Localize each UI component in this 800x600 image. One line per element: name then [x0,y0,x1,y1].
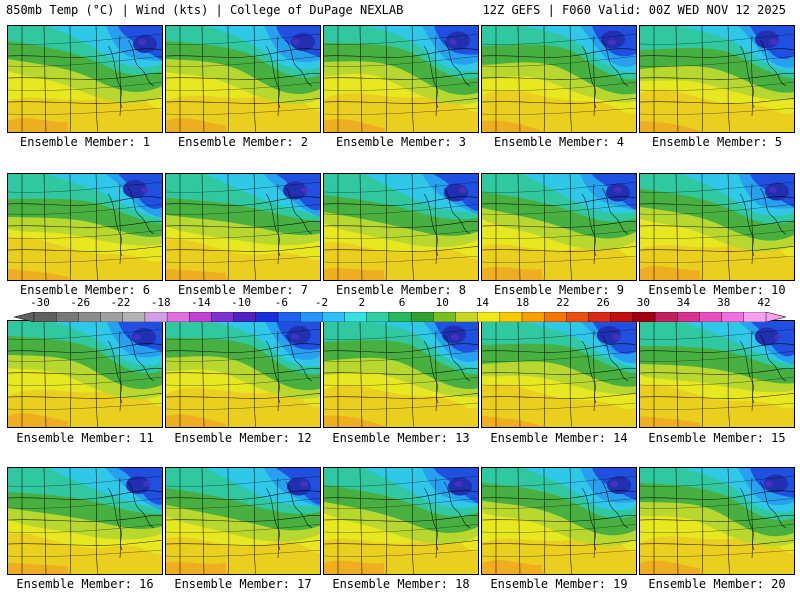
ensemble-map-panel [7,320,163,428]
legend-tick-label: 2 [358,296,366,309]
ensemble-member-label: Ensemble Member: 10 [648,283,786,297]
legend-color-swatch [632,312,656,322]
ensemble-member-label: Ensemble Member: 11 [16,431,154,445]
legend-color-swatch [78,312,102,322]
legend-color-swatch [100,312,124,322]
ensemble-member-label: Ensemble Member: 13 [332,431,470,445]
ensemble-member-label: Ensemble Member: 17 [174,577,312,591]
ensemble-map-panel [165,25,321,133]
ensemble-map-panel [481,320,637,428]
ensemble-map-panel [639,173,795,281]
legend-tick-label: -2 [314,296,329,309]
temperature-legend: -30 -26 -22 -18 -14 -10 -6 -2 2 6 10 14 18 22 26 30 34 38… [0,296,800,322]
ensemble-map-panel [165,173,321,281]
legend-tick-label: -10 [231,296,252,309]
ensemble-map-panel [323,320,479,428]
ensemble-map-panel [323,467,479,575]
legend-tick-label: 6 [398,296,406,309]
ensemble-map-panel [165,467,321,575]
legend-color-swatch [477,312,501,322]
ensemble-member-label: Ensemble Member: 4 [493,135,625,149]
legend-tick-label: -22 [110,296,131,309]
ensemble-member-label: Ensemble Member: 12 [174,431,312,445]
ensemble-map-panel [323,25,479,133]
legend-tick-label: -6 [274,296,288,309]
legend-tick-label: -30 [30,296,50,309]
ensemble-map-panel [7,25,163,133]
ensemble-member-label: Ensemble Member: 19 [490,577,628,591]
legend-color-bar [14,312,786,322]
legend-color-swatch [299,312,324,322]
ensemble-member-label: Ensemble Member: 1 [19,135,151,149]
legend-color-swatch [677,312,701,322]
ensemble-map-panel [639,320,795,428]
legend-color-swatch [588,312,612,322]
legend-color-swatch [33,312,57,322]
legend-color-swatch [122,312,146,322]
header-left: 850mb Temp (°C) | Wind (kts) | College o… [6,3,404,17]
ensemble-map-panel [481,173,637,281]
legend-color-swatch [566,312,590,322]
legend-color-swatch [721,312,745,322]
legend-color-swatch [433,312,457,322]
legend-tick-label: 10 [435,296,449,309]
legend-tick-label: 14 [475,296,490,309]
legend-color-swatch [743,312,767,322]
ensemble-member-label: Ensemble Member: 2 [177,135,309,149]
legend-tick-label: -18 [150,296,171,309]
legend-tick-label: -26 [70,296,91,309]
legend-right-arrow [765,312,786,322]
ensemble-member-label: Ensemble Member: 16 [16,577,154,591]
ensemble-member-label: Ensemble Member: 15 [648,431,786,445]
ensemble-member-label: Ensemble Member: 9 [493,283,625,297]
legend-color-swatch [189,312,213,322]
legend-color-swatch [654,312,678,322]
legend-color-swatch [410,312,434,322]
ensemble-member-label: Ensemble Member: 3 [335,135,467,149]
legend-tick-label: 30 [636,296,650,309]
legend-color-swatch [255,312,279,322]
ensemble-member-label: Ensemble Member: 5 [651,135,783,149]
legend-color-swatch [55,312,80,322]
legend-tick-label: -14 [190,296,211,309]
ensemble-member-label: Ensemble Member: 18 [332,577,470,591]
legend-color-swatch [166,312,190,322]
legend-color-swatch [543,312,568,322]
ensemble-map-panel [7,173,163,281]
legend-color-swatch [144,312,168,322]
legend-left-arrow [14,312,35,322]
legend-color-swatch [322,312,346,322]
ensemble-map-panel [481,25,637,133]
legend-color-swatch [610,312,634,322]
legend-tick-label: 42 [757,296,771,309]
legend-tick-label: 38 [717,296,731,309]
ensemble-member-label: Ensemble Member: 7 [177,283,309,297]
ensemble-member-label: Ensemble Member: 14 [490,431,628,445]
ensemble-map-panel [165,320,321,428]
ensemble-map-panel [639,25,795,133]
ensemble-member-label: Ensemble Member: 20 [648,577,786,591]
legend-color-swatch [211,312,235,322]
legend-tick-label: 22 [556,296,570,309]
legend-tick-label: 34 [676,296,691,309]
ensemble-member-label: Ensemble Member: 6 [19,283,151,297]
ensemble-map-panel [323,173,479,281]
ensemble-member-label: Ensemble Member: 8 [335,283,467,297]
legend-tick-label: 26 [596,296,610,309]
legend-color-swatch [366,312,390,322]
ensemble-map-panel [481,467,637,575]
legend-color-swatch [699,312,723,322]
legend-color-swatch [499,312,523,322]
legend-tick-labels: -30 -26 -22 -18 -14 -10 -6 -2 2 6 10 14 18 22 26 30 34 38… [0,296,800,309]
legend-color-swatch [233,312,257,322]
ensemble-map-panel [639,467,795,575]
legend-color-swatch [521,312,545,322]
header-right: 12Z GEFS | F060 Valid: 00Z WED NOV 12 20… [482,3,786,17]
legend-color-swatch [277,312,301,322]
legend-color-swatch [344,312,368,322]
legend-tick-label: 18 [516,296,530,309]
legend-color-swatch [388,312,412,322]
legend-color-swatch [455,312,479,322]
ensemble-map-panel [7,467,163,575]
